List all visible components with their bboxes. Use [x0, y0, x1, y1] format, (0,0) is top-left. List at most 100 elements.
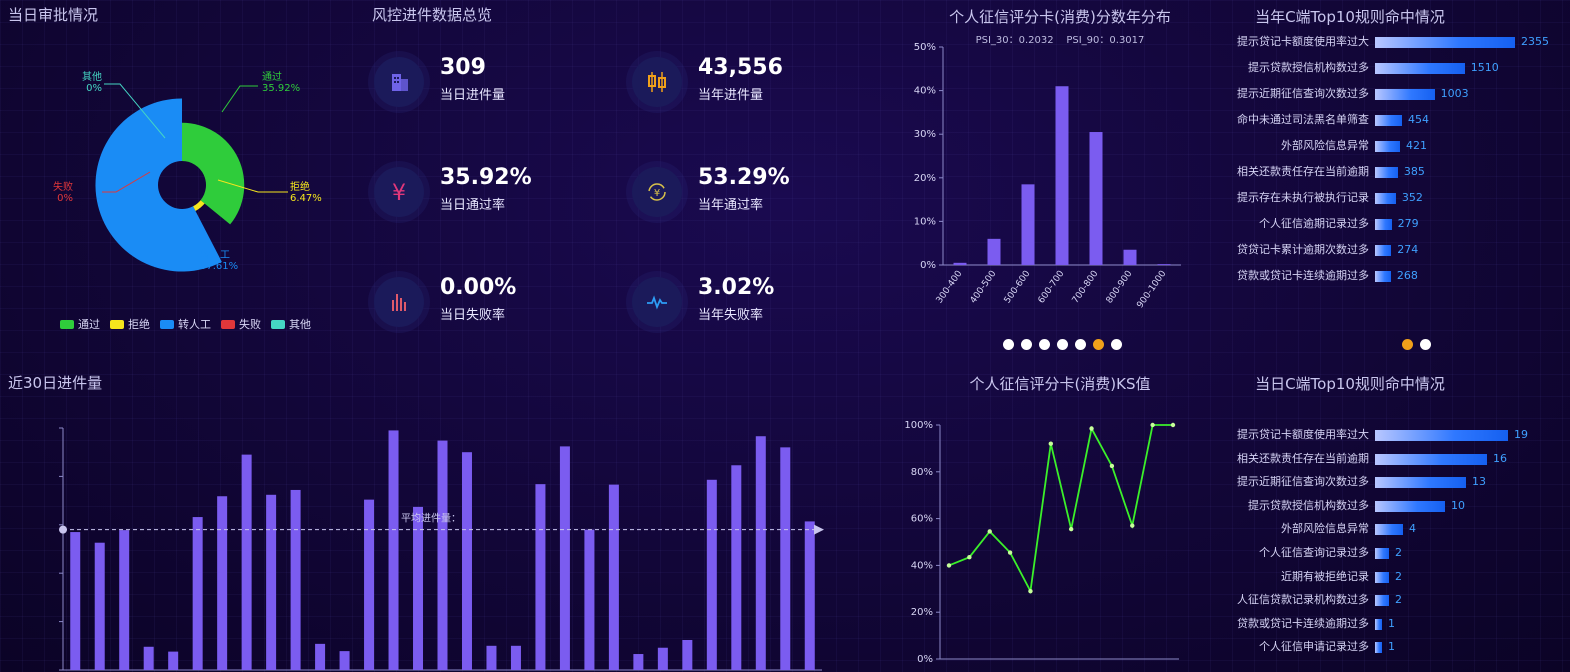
dist-bar — [1089, 132, 1103, 265]
rule-row: 命中未通过司法黑名单筛查 454 — [1195, 112, 1555, 128]
vol-bar — [461, 452, 472, 670]
rule-value: 268 — [1396, 269, 1418, 282]
rule-bar — [1375, 167, 1398, 178]
vol-bar — [780, 447, 791, 670]
legend-label: 拒绝 — [128, 318, 150, 331]
kpi-card: 3.02% 当年失败率 — [632, 273, 862, 333]
dist-x-tick-label: 700-800 — [1071, 269, 1101, 306]
dist-bar — [1021, 184, 1035, 265]
pager-dot[interactable] — [1402, 339, 1413, 350]
pager-dot[interactable] — [1057, 339, 1068, 350]
pager-dot[interactable] — [1075, 339, 1086, 350]
rule-bar — [1375, 193, 1396, 204]
rule-value: 385 — [1403, 165, 1425, 178]
pager-dot[interactable] — [1021, 339, 1032, 350]
dist-x-tick-label: 500-600 — [1003, 269, 1033, 306]
rule-label: 提示贷记卡额度使用率过大 — [1237, 428, 1369, 441]
rule-label: 相关还款责任存在当前逾期 — [1237, 165, 1369, 178]
pager-dot[interactable] — [1093, 339, 1104, 350]
pie-slice-0 — [182, 122, 245, 225]
rule-label: 命中未通过司法黑名单筛查 — [1237, 113, 1369, 126]
legend-label: 转人工 — [178, 318, 211, 331]
vol-bar — [584, 529, 595, 670]
legend-swatch — [160, 320, 174, 329]
pie-leader-1 — [217, 179, 288, 193]
rule-label: 相关还款责任存在当前逾期 — [1237, 451, 1369, 465]
building-icon — [392, 74, 408, 91]
vol-bar — [633, 654, 644, 670]
vol-bar — [510, 645, 521, 670]
vol-bar — [608, 484, 619, 670]
rule-row: 提示近期征信查询次数过多 1003 — [1195, 86, 1555, 102]
dist-y-tick-label: 0% — [920, 260, 936, 271]
vol-bar — [731, 465, 742, 670]
rule-row: 个人征信逾期记录过多 279 — [1195, 216, 1555, 232]
kpi-card: 0.00% 当日失败率 — [374, 273, 604, 333]
pie-label-name-4: 其他 — [82, 70, 102, 83]
rule-row: 近期有被拒绝记录 2 — [1195, 569, 1555, 585]
rule-label: 贷贷记卡累计逾期次数过多 — [1237, 243, 1369, 256]
legend-swatch — [60, 320, 74, 329]
pager-dot[interactable] — [1039, 339, 1050, 350]
ks-line — [948, 424, 1173, 595]
rule-value: 421 — [1406, 139, 1428, 152]
rule-bar — [1375, 642, 1382, 654]
rule-bar — [1375, 37, 1515, 48]
rule-label: 提示贷款授信机构数过多 — [1248, 498, 1369, 512]
rule-label: 贷款或贷记卡连续逾期过多 — [1237, 269, 1369, 282]
ks-point — [1170, 422, 1176, 428]
pie-label-pct-3: 0% — [57, 193, 73, 204]
ks-y-tick-label: 40% — [911, 560, 933, 571]
dist-bar — [1157, 264, 1171, 265]
pie-leader-3 — [102, 171, 151, 193]
vol-bar — [168, 651, 179, 670]
ks-point — [1089, 426, 1094, 431]
pager-dot[interactable] — [1003, 339, 1014, 350]
dist-y-tick-label: 40% — [914, 86, 936, 97]
vol-bar — [559, 446, 570, 670]
pie-label-pct-1: 6.47% — [290, 193, 322, 204]
approval-legend[interactable]: 通过 拒绝 转人工 失败 其他 — [60, 316, 321, 332]
ks-point — [1007, 550, 1013, 555]
legend-item-0[interactable]: 通过 — [60, 316, 100, 332]
volume30-bar-chart: 平均进件量： — [59, 427, 824, 671]
rule-value: 454 — [1407, 113, 1429, 126]
ks-point — [946, 563, 952, 568]
rule-row: 贷贷记卡累计逾期次数过多 274 — [1195, 242, 1555, 258]
rule-value: 10 — [1451, 498, 1465, 512]
svg-text:¥: ¥ — [392, 181, 406, 204]
rule-label: 提示贷款授信机构数过多 — [1248, 61, 1369, 74]
legend-item-4[interactable]: 其他 — [271, 316, 311, 332]
legend-item-3[interactable]: 失败 — [221, 316, 261, 332]
rule-bar — [1375, 618, 1382, 630]
dist-bar — [1123, 249, 1137, 265]
pie-label-pct-2: 57.61% — [200, 261, 238, 272]
rule-value: 1510 — [1470, 61, 1499, 74]
legend-item-1[interactable]: 拒绝 — [110, 316, 150, 332]
rule-row: 个人征信查询记录过多 2 — [1195, 545, 1555, 561]
vol-bar — [266, 494, 277, 670]
ks-point — [987, 529, 992, 534]
rule-value: 16 — [1493, 451, 1507, 465]
ks-title: 个人征信评分卡(消费)KS值 — [969, 375, 1151, 393]
dist-y-tick-label: 10% — [914, 216, 936, 227]
kpi-value: 43,556 — [698, 55, 783, 80]
pie-label-name-1: 拒绝 — [290, 180, 310, 193]
pager-dot[interactable] — [1111, 339, 1122, 350]
rule-bar — [1375, 453, 1487, 465]
rule-label: 外部风险信息异常 — [1281, 139, 1369, 152]
pager-dot[interactable] — [1420, 339, 1431, 350]
ks-point — [967, 555, 972, 560]
vol-bar — [682, 639, 693, 670]
rule-value: 13 — [1472, 475, 1486, 489]
vol-bar — [192, 517, 203, 670]
rule-value: 2 — [1395, 546, 1402, 559]
legend-item-2[interactable]: 转人工 — [160, 316, 211, 332]
yen-cycle-icon: ¥ — [648, 183, 666, 201]
vol-bar — [94, 542, 105, 670]
kpi-icon-circle: ¥ — [374, 167, 424, 217]
psi-label: PSI_30：0.2032 PSI_90：0.3017 — [975, 35, 1145, 46]
pie-label-name-0: 通过 — [262, 70, 282, 83]
kpi-label: 当年进件量 — [698, 88, 764, 103]
